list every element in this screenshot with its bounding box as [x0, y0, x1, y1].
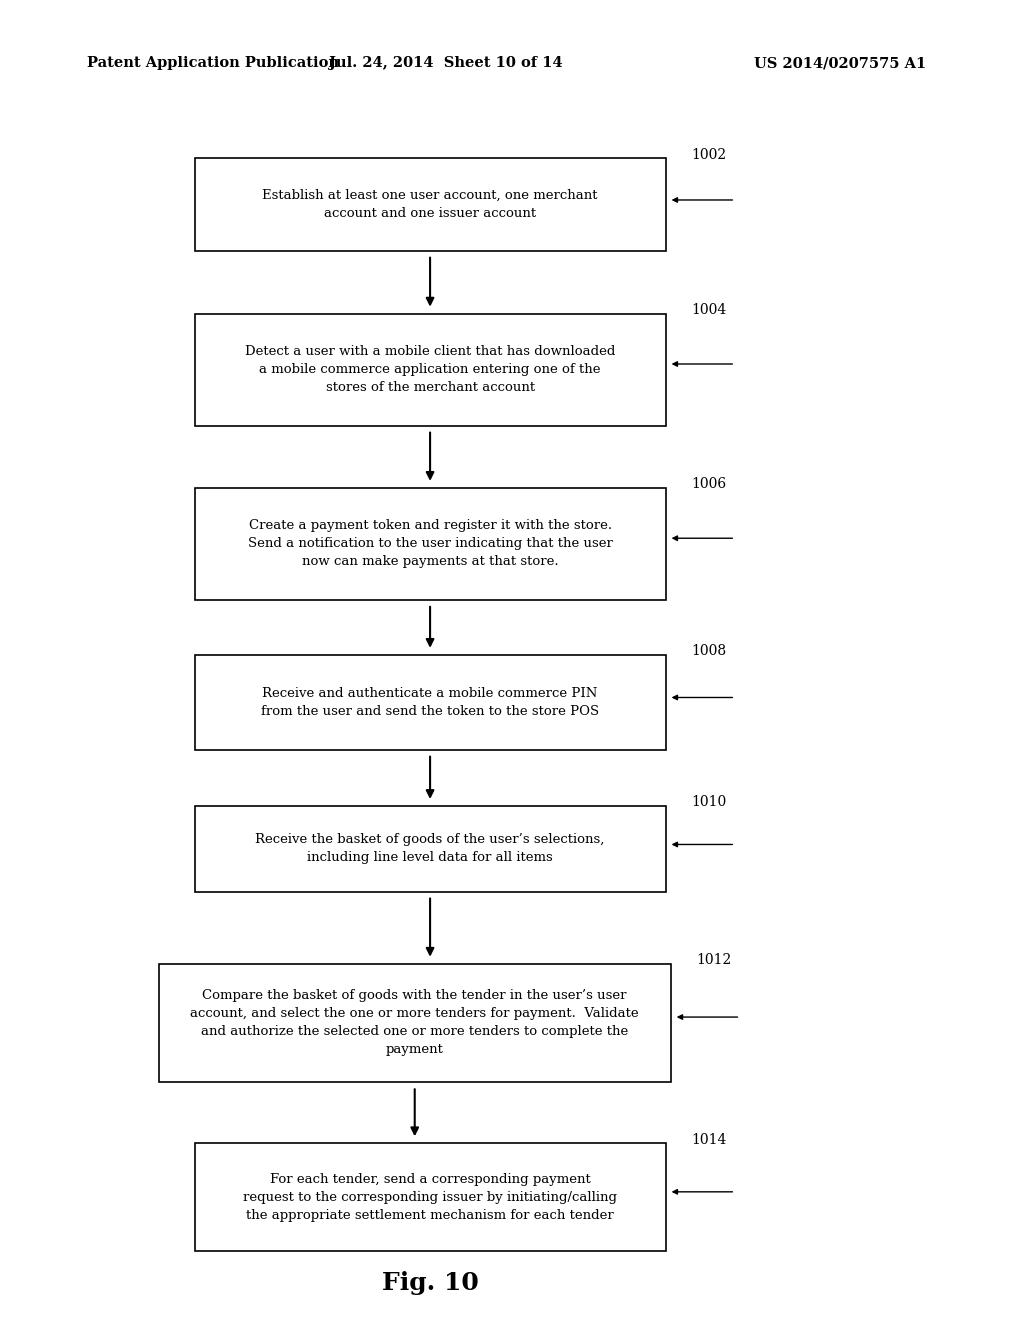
Text: 1004: 1004 — [691, 304, 726, 317]
Text: Receive the basket of goods of the user’s selections,
including line level data : Receive the basket of goods of the user’… — [255, 833, 605, 865]
Text: Receive and authenticate a mobile commerce PIN
from the user and send the token : Receive and authenticate a mobile commer… — [261, 686, 599, 718]
Text: 1010: 1010 — [691, 795, 726, 809]
Text: Patent Application Publication: Patent Application Publication — [87, 57, 339, 70]
Text: 1014: 1014 — [691, 1133, 727, 1147]
Text: Compare the basket of goods with the tender in the user’s user
account, and sele: Compare the basket of goods with the ten… — [190, 990, 639, 1056]
FancyBboxPatch shape — [195, 655, 666, 750]
Text: Fig. 10: Fig. 10 — [382, 1271, 478, 1295]
Text: Establish at least one user account, one merchant
account and one issuer account: Establish at least one user account, one… — [262, 189, 598, 220]
FancyBboxPatch shape — [159, 964, 671, 1082]
Text: 1002: 1002 — [691, 148, 726, 162]
FancyBboxPatch shape — [195, 158, 666, 251]
Text: US 2014/0207575 A1: US 2014/0207575 A1 — [754, 57, 926, 70]
Text: 1012: 1012 — [696, 953, 731, 968]
FancyBboxPatch shape — [195, 314, 666, 425]
Text: Jul. 24, 2014  Sheet 10 of 14: Jul. 24, 2014 Sheet 10 of 14 — [329, 57, 562, 70]
FancyBboxPatch shape — [195, 1143, 666, 1251]
FancyBboxPatch shape — [195, 805, 666, 892]
Text: Detect a user with a mobile client that has downloaded
a mobile commerce applica: Detect a user with a mobile client that … — [245, 345, 615, 395]
FancyBboxPatch shape — [195, 488, 666, 599]
Text: Create a payment token and register it with the store.
Send a notification to th: Create a payment token and register it w… — [248, 519, 612, 569]
Text: For each tender, send a corresponding payment
request to the corresponding issue: For each tender, send a corresponding pa… — [243, 1172, 617, 1222]
Text: 1006: 1006 — [691, 478, 726, 491]
Text: 1008: 1008 — [691, 644, 726, 659]
